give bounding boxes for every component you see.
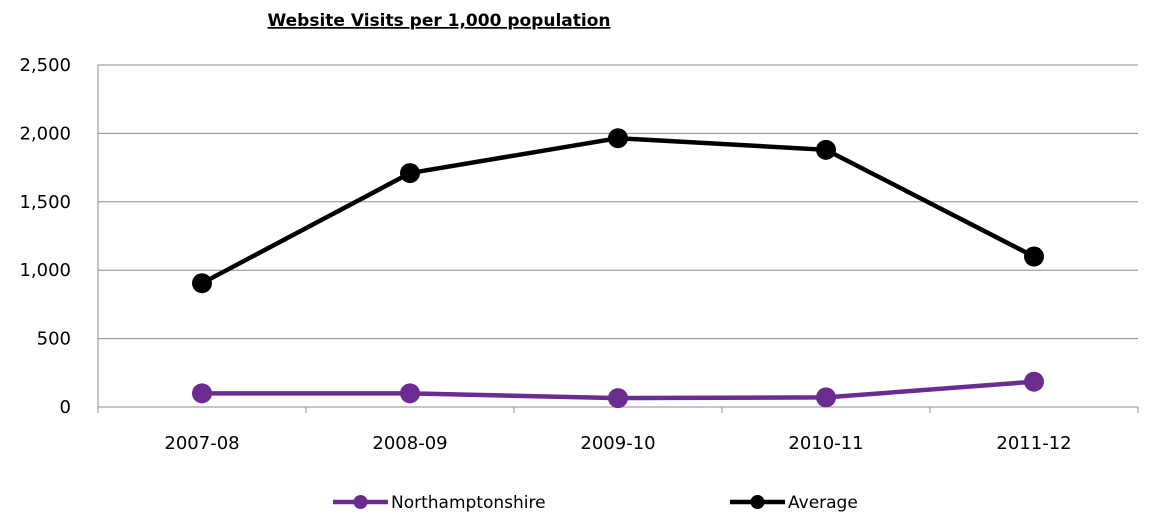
data-point-average [816,139,836,160]
legend-swatch-marker [353,495,368,509]
y-tick-label: 2,500 [19,55,71,76]
legend-item-average: Average [730,493,858,513]
data-point-northamptonshire [816,387,836,408]
data-point-northamptonshire [400,383,420,404]
series-line-average [199,135,1037,286]
legend-label: Average [788,493,858,513]
y-axis-tick-labels: 0 500 1,000 1,500 2,000 2,500 [19,55,71,418]
y-tick-label: 500 [37,329,71,350]
legend-swatch-marker [750,495,765,509]
x-tick-label: 2008-09 [372,433,447,454]
x-tick-label: 2010-11 [788,433,863,454]
y-tick-label: 1,500 [19,192,71,213]
data-point-average [1024,246,1044,267]
legend-label: Northamptonshire [391,493,546,513]
data-point-northamptonshire [192,383,212,404]
data-point-average [400,163,420,184]
x-axis-tick-labels: 2007-08 2008-09 2009-10 2010-11 2011-12 [164,433,1071,454]
y-tick-label: 0 [60,397,71,418]
y-tick-label: 1,000 [19,260,71,281]
gridlines [98,64,1138,340]
data-point-northamptonshire [1024,371,1044,392]
x-tick-label: 2007-08 [164,433,239,454]
data-point-average [192,273,212,294]
series-average [192,128,1044,294]
series-northamptonshire [192,371,1044,409]
series-lines [192,128,1044,409]
legend: Northamptonshire Average [333,493,858,513]
y-tick-label: 2,000 [19,123,71,144]
x-tick-label: 2011-12 [996,433,1071,454]
x-tick-label: 2009-10 [580,433,655,454]
axes [97,65,1139,413]
data-point-northamptonshire [608,388,628,409]
legend-item-northamptonshire: Northamptonshire [333,493,546,513]
data-point-average [608,128,628,149]
chart-title: Website Visits per 1,000 population [267,11,610,31]
